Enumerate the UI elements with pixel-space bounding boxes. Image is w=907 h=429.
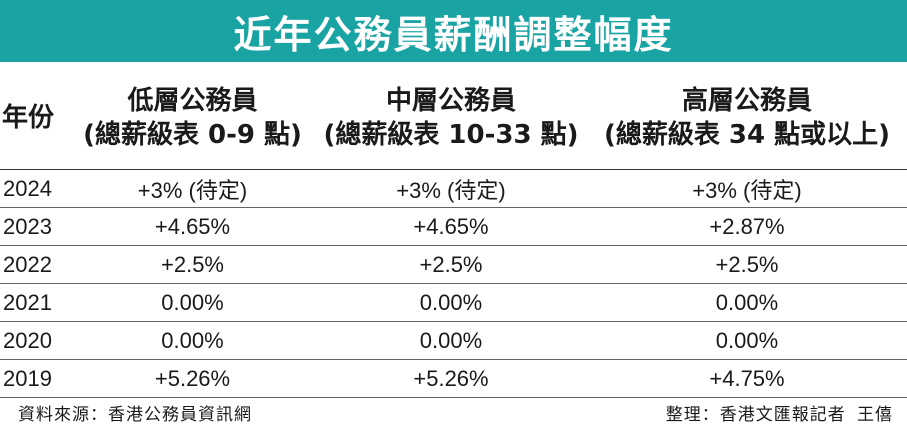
pay-adjustment-table: 年份 低層公務員 (總薪級表 0-9 點) 中層公務員 (總薪級表 10-33 … <box>0 66 907 398</box>
row-year: 2022 <box>0 245 70 284</box>
row-high: 0.00% <box>587 283 907 322</box>
row-low: 0.00% <box>70 321 315 360</box>
source-note: 資料來源：香港公務員資訊網 <box>18 405 252 425</box>
header-low-title: 低層公務員 <box>127 85 258 116</box>
row-mid: +5.26% <box>315 359 587 398</box>
header-high: 高層公務員 (總薪級表 34 點或以上) <box>587 66 907 170</box>
table-row: 2021 0.00% 0.00% 0.00% <box>0 283 907 322</box>
header-year: 年份 <box>0 66 70 170</box>
row-mid: +3% (待定) <box>315 169 587 208</box>
row-year: 2024 <box>0 169 70 208</box>
row-low: +3% (待定) <box>70 169 315 208</box>
table-row: 2022 +2.5% +2.5% +2.5% <box>0 245 907 284</box>
header-high-subtitle: (總薪級表 34 點或以上) <box>603 119 891 150</box>
row-year: 2019 <box>0 359 70 398</box>
header-mid-subtitle: (總薪級表 10-33 點) <box>323 119 579 150</box>
table-row: 2019 +5.26% +5.26% +4.75% <box>0 359 907 398</box>
header-low: 低層公務員 (總薪級表 0-9 點) <box>70 66 315 170</box>
row-low: +5.26% <box>70 359 315 398</box>
row-year: 2023 <box>0 207 70 246</box>
header-low-subtitle: (總薪級表 0-9 點) <box>83 119 302 150</box>
row-low: +2.5% <box>70 245 315 284</box>
header-mid: 中層公務員 (總薪級表 10-33 點) <box>315 66 587 170</box>
byline: 整理：香港文匯報記者 王僖 <box>665 405 893 425</box>
table-row: 2024 +3% (待定) +3% (待定) +3% (待定) <box>0 169 907 208</box>
title-bar: 近年公務員薪酬調整幅度 <box>0 0 907 62</box>
row-high: +2.87% <box>587 207 907 246</box>
page-title: 近年公務員薪酬調整幅度 <box>233 11 674 57</box>
row-low: 0.00% <box>70 283 315 322</box>
row-high: +2.5% <box>587 245 907 284</box>
row-low: +4.65% <box>70 207 315 246</box>
footer: 資料來源：香港公務員資訊網 整理：香港文匯報記者 王僖 <box>0 396 907 426</box>
table-row: 2020 0.00% 0.00% 0.00% <box>0 321 907 360</box>
header-high-title: 高層公務員 <box>681 85 812 116</box>
row-high: +3% (待定) <box>587 169 907 208</box>
row-mid: 0.00% <box>315 283 587 322</box>
header-mid-title: 中層公務員 <box>385 85 516 116</box>
header-row: 年份 低層公務員 (總薪級表 0-9 點) 中層公務員 (總薪級表 10-33 … <box>0 66 907 170</box>
row-high: +4.75% <box>587 359 907 398</box>
row-mid: 0.00% <box>315 321 587 360</box>
row-year: 2021 <box>0 283 70 322</box>
table-row: 2023 +4.65% +4.65% +2.87% <box>0 207 907 246</box>
row-year: 2020 <box>0 321 70 360</box>
row-mid: +2.5% <box>315 245 587 284</box>
row-high: 0.00% <box>587 321 907 360</box>
row-mid: +4.65% <box>315 207 587 246</box>
